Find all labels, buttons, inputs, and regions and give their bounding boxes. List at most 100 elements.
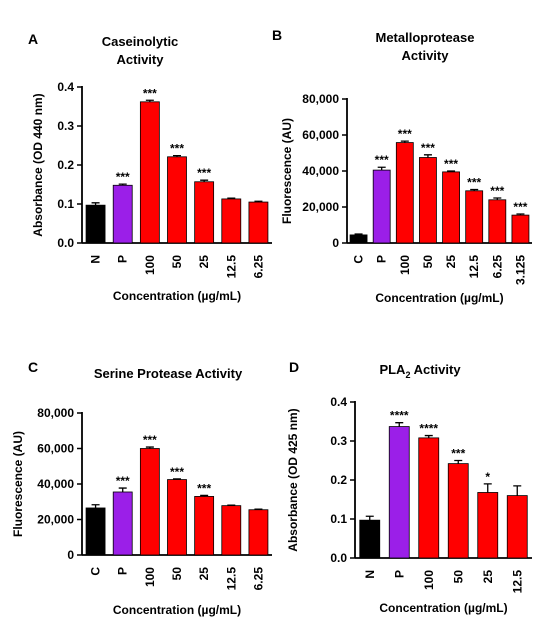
chart-title: Activity: [402, 48, 450, 63]
significance-label: ***: [398, 127, 412, 141]
chart-title: Caseinolytic: [102, 34, 179, 49]
bar-100: [418, 437, 440, 559]
y-tick-label: 0.1: [57, 197, 74, 211]
y-tick-label: 0.1: [330, 512, 347, 526]
x-axis-label: Concentration (µg/mL): [113, 289, 241, 303]
bar-25: [194, 181, 215, 244]
error-bar: [400, 140, 409, 143]
significance-label: ***: [375, 153, 389, 167]
chart-title: PLA2 Activity: [379, 362, 461, 380]
bar-25: [442, 171, 460, 244]
significance-label: *: [485, 470, 490, 484]
y-axis-label: Absorbance (OD 440 nm): [31, 93, 45, 236]
x-tick-label: 25: [444, 255, 458, 269]
y-tick-label: 0.0: [57, 236, 74, 250]
panel-letter: B: [272, 27, 282, 43]
x-tick-label: P: [116, 255, 130, 263]
chart-panel-d: D PLA2 Activity 0.0 0.1 0.2 0.3 0.4 Absorbance …: [286, 359, 532, 615]
y-tick-label: 20,000: [37, 513, 74, 527]
x-tick-label: P: [392, 570, 406, 578]
x-tick-label: P: [116, 567, 130, 575]
bar-50: [167, 479, 187, 556]
x-tick-label: 50: [170, 255, 184, 269]
error-bar: [200, 179, 209, 182]
error-bar: [447, 170, 456, 172]
error-bar: [493, 197, 502, 200]
error-bar: [470, 188, 479, 191]
significance-label: ***: [116, 474, 130, 488]
bar-25: [477, 492, 499, 559]
significance-label: ****: [419, 422, 438, 436]
bar-12.5: [465, 190, 484, 244]
y-tick-label: 0: [332, 236, 339, 250]
x-tick-label: 12.5: [467, 255, 481, 279]
x-tick-label: 50: [170, 567, 184, 581]
x-tick-label: P: [375, 255, 389, 263]
x-tick-label: 6.25: [251, 567, 265, 591]
bar-50: [167, 156, 187, 244]
error-bar: [91, 504, 100, 508]
significance-label: ***: [116, 170, 130, 184]
bar-6.25: [248, 201, 269, 244]
error-bar: [91, 202, 100, 206]
significance-label: ***: [467, 176, 481, 190]
error-bar: [118, 487, 127, 492]
significance-label: ***: [513, 200, 527, 214]
bar-100: [139, 448, 160, 556]
bar-50: [447, 463, 469, 559]
bar-100: [395, 142, 414, 244]
chart-title: Metalloprotease: [376, 30, 475, 45]
x-tick-label: 100: [398, 255, 412, 275]
y-tick-label: 80,000: [37, 406, 74, 420]
error-bar: [145, 446, 154, 449]
bar-P: [112, 491, 133, 556]
bar-N: [359, 519, 381, 559]
error-bar: [424, 434, 433, 438]
significance-label: ***: [197, 481, 211, 495]
x-tick-label: 25: [481, 570, 495, 584]
error-bar: [377, 166, 386, 171]
bar-25: [194, 496, 215, 556]
error-bar: [254, 200, 263, 203]
bar-100: [139, 101, 160, 244]
x-tick-label: 50: [451, 570, 465, 584]
bar-C: [349, 234, 368, 244]
bar-P: [372, 169, 391, 244]
error-bar: [483, 483, 492, 493]
x-tick-label: 3.125: [513, 255, 527, 285]
x-tick-label: N: [363, 570, 377, 579]
bar-C: [85, 507, 106, 556]
x-tick-label: C: [89, 567, 103, 576]
x-tick-label: 6.25: [490, 255, 504, 279]
significance-label: ***: [451, 447, 465, 461]
significance-label: ***: [143, 433, 157, 447]
bar-P: [112, 184, 133, 244]
error-bar: [227, 197, 236, 199]
x-tick-label: 25: [197, 255, 211, 269]
y-tick-label: 60,000: [302, 128, 339, 142]
error-bar: [227, 504, 236, 506]
error-bar: [516, 213, 525, 216]
x-tick-label: 50: [421, 255, 435, 269]
x-tick-label: 25: [197, 567, 211, 581]
x-axis-label: Concentration (µg/mL): [375, 291, 503, 305]
x-tick-label: 100: [143, 255, 157, 275]
bar-12.5: [506, 495, 528, 559]
y-tick-label: 0.2: [330, 473, 347, 487]
error-bar: [173, 154, 181, 157]
y-axis-label: Fluorescence (AU): [280, 118, 294, 224]
y-tick-label: 0.3: [57, 119, 74, 133]
x-tick-label: 12.5: [224, 567, 238, 591]
y-tick-label: 60,000: [37, 442, 74, 456]
chart-panel-b: B Metalloprotease Activity 0 20,000 40,000 60,…: [272, 27, 532, 305]
significance-label: ***: [170, 465, 184, 479]
bar-50: [419, 157, 437, 244]
significance-label: ***: [421, 141, 435, 155]
y-tick-label: 20,000: [302, 200, 339, 214]
y-axis-label: Fluorescence (AU): [11, 431, 25, 537]
bar-N: [85, 204, 106, 244]
x-tick-label: 6.25: [251, 255, 265, 279]
bar-12.5: [221, 505, 242, 556]
chart-title: Serine Protease Activity: [94, 366, 243, 381]
